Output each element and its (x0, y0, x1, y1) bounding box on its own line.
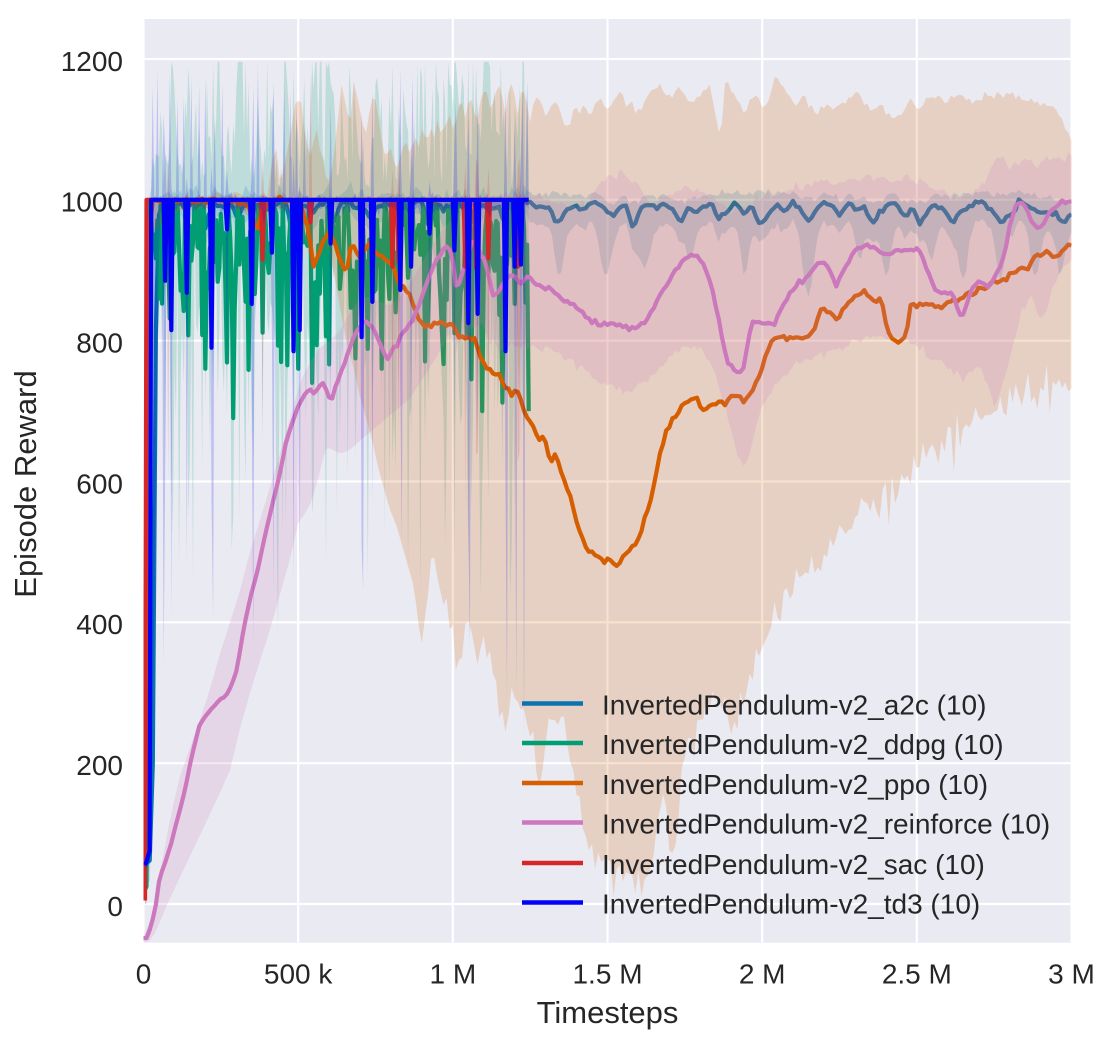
svg-text:InvertedPendulum-v2_ddpg (10): InvertedPendulum-v2_ddpg (10) (602, 729, 1004, 760)
svg-text:600: 600 (76, 468, 123, 499)
svg-text:1000: 1000 (61, 187, 123, 218)
svg-text:3 M: 3 M (1048, 959, 1095, 990)
svg-text:Timesteps: Timesteps (537, 995, 679, 1030)
svg-text:500 k: 500 k (264, 959, 333, 990)
svg-text:2 M: 2 M (739, 959, 786, 990)
svg-text:0: 0 (136, 959, 152, 990)
svg-text:400: 400 (76, 609, 123, 640)
svg-text:1.5 M: 1.5 M (572, 959, 642, 990)
svg-text:800: 800 (76, 327, 123, 358)
svg-text:InvertedPendulum-v2_ppo (10): InvertedPendulum-v2_ppo (10) (602, 769, 988, 800)
svg-text:0: 0 (107, 891, 123, 922)
svg-text:200: 200 (76, 750, 123, 781)
svg-text:InvertedPendulum-v2_a2c (10): InvertedPendulum-v2_a2c (10) (602, 690, 986, 721)
svg-text:2.5 M: 2.5 M (882, 959, 952, 990)
svg-text:InvertedPendulum-v2_td3 (10): InvertedPendulum-v2_td3 (10) (602, 889, 980, 920)
svg-text:Episode Reward: Episode Reward (8, 370, 43, 597)
svg-text:1 M: 1 M (429, 959, 476, 990)
svg-text:InvertedPendulum-v2_sac (10): InvertedPendulum-v2_sac (10) (602, 849, 985, 880)
svg-text:InvertedPendulum-v2_reinforce: InvertedPendulum-v2_reinforce (10) (602, 809, 1050, 840)
svg-text:1200: 1200 (61, 46, 123, 77)
